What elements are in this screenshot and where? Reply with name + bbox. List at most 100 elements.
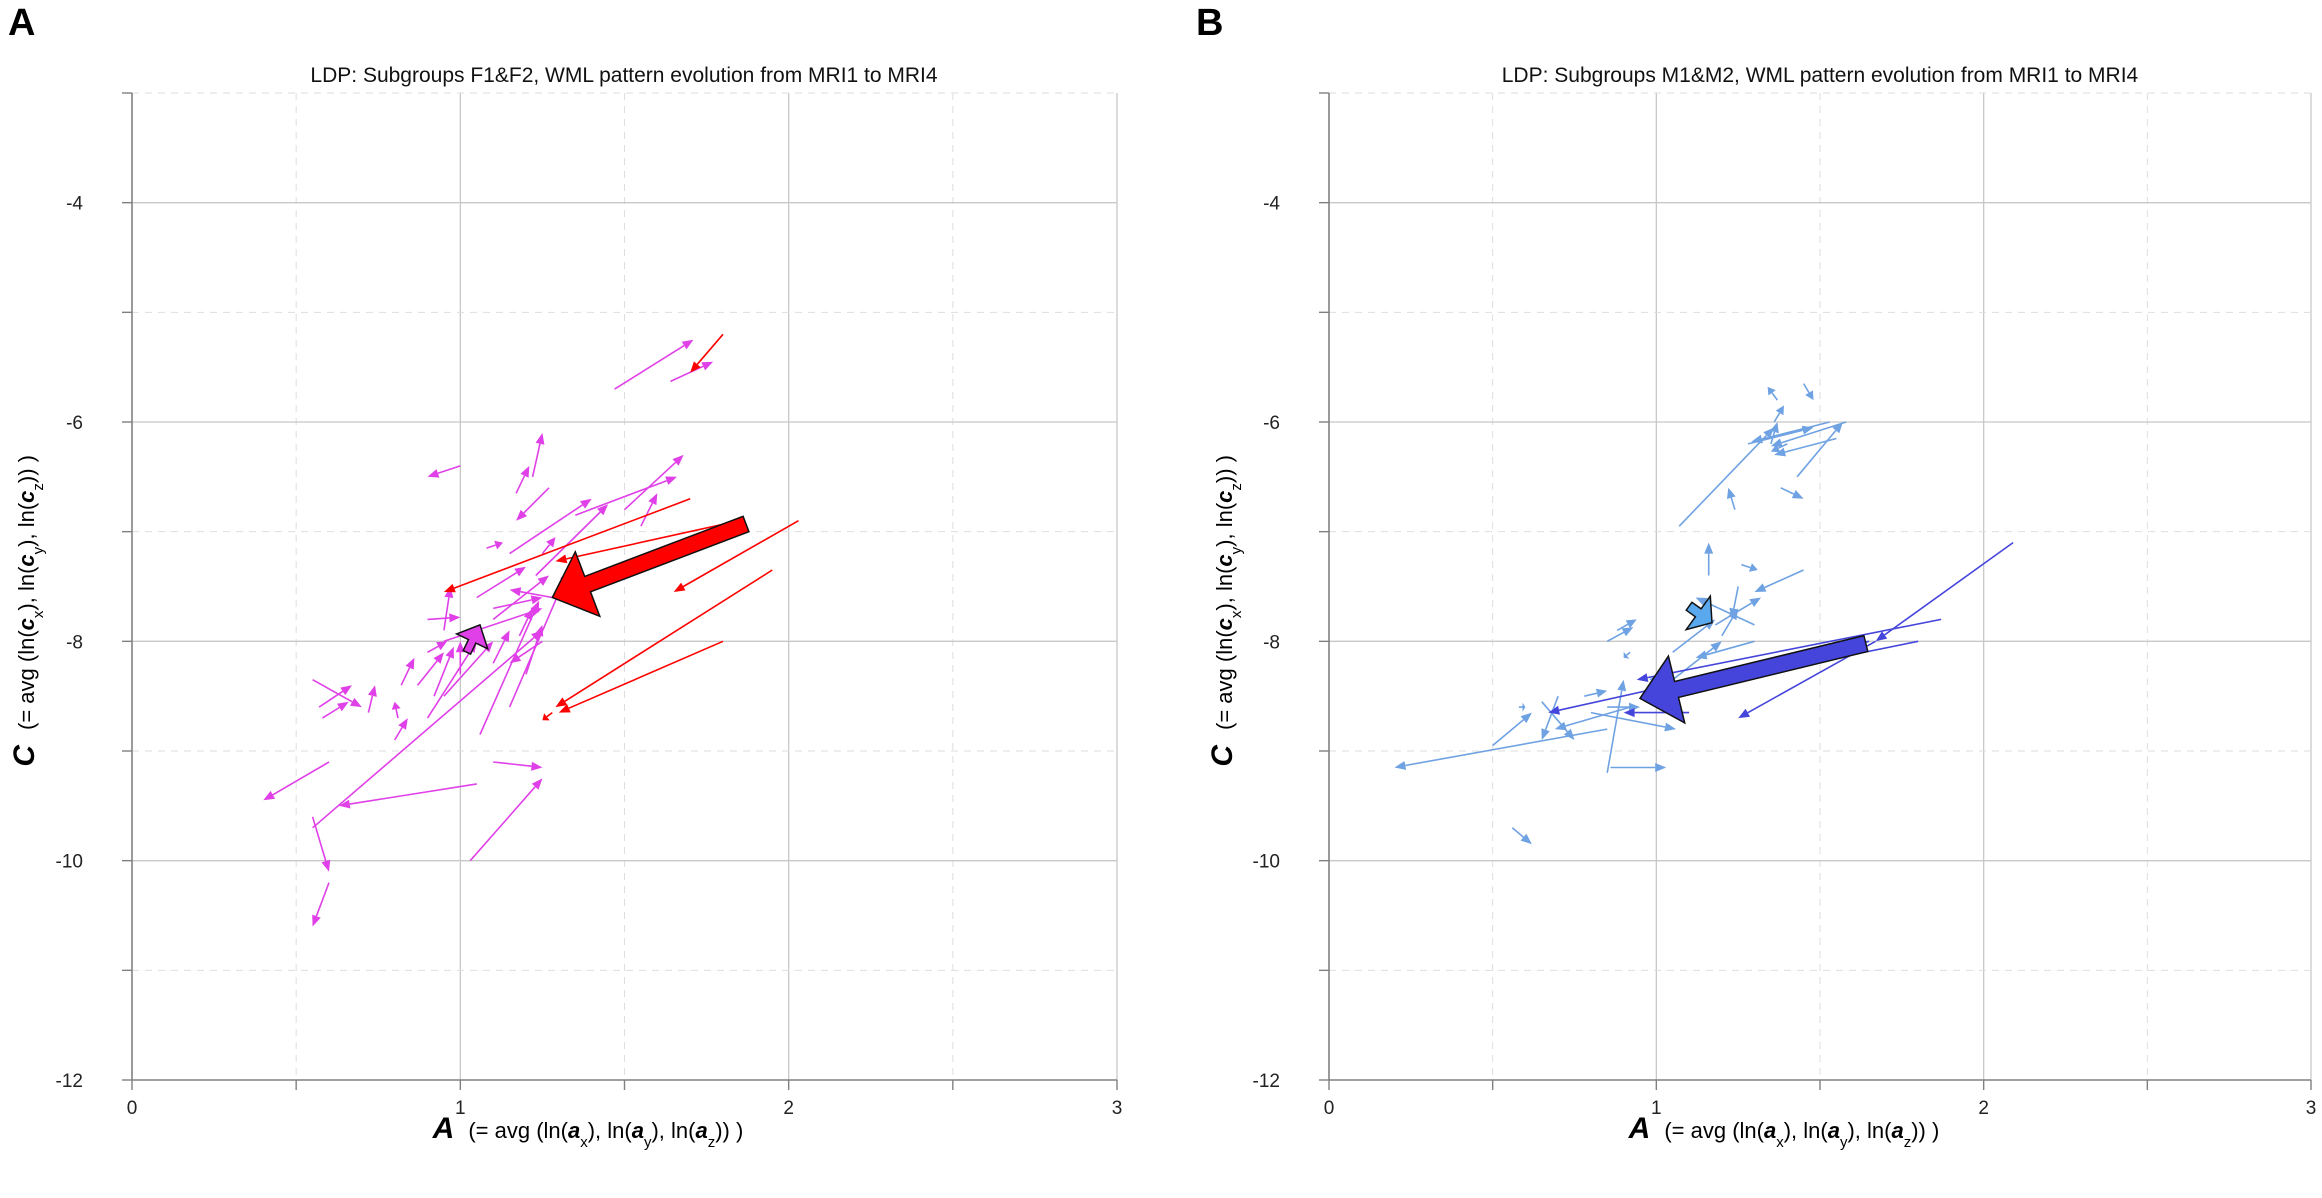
trajectory-arrow (1781, 421, 1847, 444)
trajectory-arrow (492, 581, 541, 621)
arrow-head (368, 685, 377, 697)
arrow-head (537, 575, 549, 586)
arrow-head (340, 685, 352, 696)
trajectory-arrow (1606, 631, 1625, 643)
trajectory-arrow (272, 761, 330, 796)
trajectory-arrow (493, 761, 532, 767)
trajectory-arrow (427, 645, 439, 653)
gridlines (132, 92, 1118, 1080)
arrow-head (1520, 833, 1532, 845)
trajectory-arrow (1647, 618, 1942, 679)
y-tick-label: -8 (66, 632, 83, 653)
trajectory-arrow (426, 650, 472, 719)
y-axis-label: C(= avg (ln(cx), ln(cy), ln(cz)) ) (8, 455, 47, 767)
trajectory-arrow (433, 656, 451, 697)
trajectory-arrow (1705, 601, 1755, 626)
trajectory-arrow (1705, 640, 1755, 656)
trajectory-arrow (682, 520, 799, 588)
trajectory-arrow (1761, 421, 1830, 440)
trajectory-arrow (394, 727, 403, 741)
arrow-head (1805, 390, 1814, 401)
arrow-head (312, 914, 321, 927)
y-tick-label: -10 (1253, 852, 1280, 873)
arrow-head (520, 465, 530, 478)
trajectory-arrow (469, 786, 536, 862)
trajectory-arrow (1884, 541, 2014, 636)
arrow-head (1738, 708, 1750, 719)
arrow-head (1548, 705, 1560, 715)
arrow-head (1625, 619, 1637, 629)
axis-label-part: c (14, 491, 39, 503)
arrow-head (597, 504, 609, 516)
trajectory-arrow (1721, 617, 1734, 637)
arrow-head (1749, 597, 1762, 607)
arrow-head (690, 361, 701, 373)
trajectory-arrow (476, 571, 518, 599)
arrow-head (433, 652, 444, 664)
trajectory-arrow (312, 679, 353, 703)
chart-title: LDP: Subgroups M1&M2, WML pattern evolut… (1502, 64, 2139, 87)
arrow-head (1791, 490, 1804, 499)
arrow-head (701, 361, 714, 371)
trajectory-arrow (367, 695, 374, 713)
axis-label-subscript: z (1228, 483, 1245, 491)
mean-arrow (551, 515, 750, 618)
axis-label-part: a (568, 1118, 580, 1143)
trajectory-arrow (1770, 431, 1776, 445)
arrow-head (1522, 702, 1526, 712)
arrow-head (672, 454, 684, 466)
y-tick-label: -8 (1263, 632, 1280, 653)
axis-label-subscript: y (644, 1134, 652, 1151)
arrow-head (1554, 721, 1567, 731)
axis-label-part: )) ) (1212, 455, 1237, 483)
arrow-head (531, 778, 543, 790)
trajectory-arrow (1777, 443, 1788, 449)
trajectory-arrow (518, 618, 529, 637)
axis-label-part: (= avg (ln( (14, 630, 39, 730)
mean-arrow (454, 623, 489, 656)
x-axis-symbol: A (432, 1112, 455, 1145)
series-m1 (1394, 383, 1847, 845)
y-tick-label: -6 (66, 413, 83, 434)
arrow-head (1520, 712, 1532, 724)
arrow-head (1704, 542, 1714, 554)
arrow-head (1710, 641, 1722, 652)
axis-label-part: c (14, 554, 39, 566)
arrow-head (1563, 728, 1575, 740)
panel-label: A (8, 2, 35, 44)
trajectory-arrow (1405, 728, 1608, 767)
axis-label-part: ), ln( (14, 566, 39, 611)
trajectory-arrow (518, 640, 543, 658)
trajectory-arrow (509, 504, 583, 555)
trajectory-arrow (508, 579, 566, 708)
axis-label-part: c (1212, 618, 1237, 630)
axis-label-part: ), ln( (14, 502, 39, 547)
axis-label-part: (= avg (ln( (1664, 1118, 1764, 1143)
series-m1-mean (1684, 593, 1713, 631)
arrow-series-group (263, 333, 799, 927)
x-axis-description: (= avg (ln(ax), ln(ay), ln(az)) ) (468, 1118, 743, 1151)
axis-label-part: ), ln( (651, 1118, 696, 1143)
arrow-head (405, 657, 415, 670)
y-tick-label: -4 (1263, 194, 1280, 215)
trajectory-arrow (535, 511, 601, 577)
trajectory-arrow (520, 590, 553, 599)
y-tick-label: -12 (1253, 1071, 1280, 1092)
trajectory-arrow (1565, 706, 1631, 727)
axis-label-part: )) ) (14, 455, 39, 483)
axis-label-subscript: x (580, 1134, 588, 1151)
axes: 0 1 2 3 -12 -10 -8 -6 -4 (56, 92, 1122, 1119)
arrow-head (542, 713, 550, 721)
x-tick-label: 1 (455, 1098, 466, 1119)
trajectory-arrow (486, 544, 496, 549)
arrow-head (535, 433, 545, 445)
arrow-head (1875, 631, 1888, 642)
trajectory-arrow (416, 660, 438, 686)
arrow-head (1763, 427, 1775, 439)
axis-label-part: c (1212, 491, 1237, 503)
arrow-head (509, 587, 522, 597)
trajectory-arrow (1733, 586, 1739, 609)
axis-label-subscript: x (1776, 1134, 1784, 1151)
y-axis-label: C(= avg (ln(cx), ln(cy), ln(cz)) ) (1206, 455, 1245, 767)
